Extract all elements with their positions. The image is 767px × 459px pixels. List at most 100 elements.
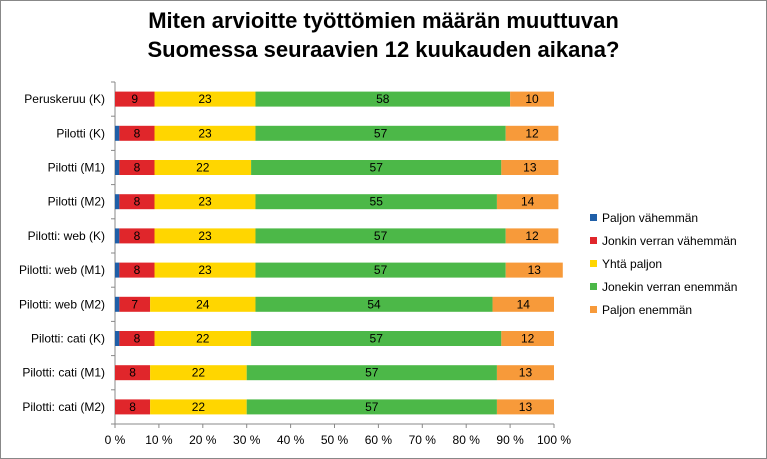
category-label: Pilotti: cati (K) bbox=[31, 332, 105, 346]
data-label: 8 bbox=[134, 161, 141, 175]
bar-segment bbox=[119, 160, 155, 175]
bar-segment bbox=[501, 160, 559, 175]
bar-segment bbox=[510, 91, 554, 107]
bar-segment bbox=[505, 125, 559, 141]
bar-segment bbox=[115, 262, 120, 278]
data-label: 22 bbox=[192, 366, 206, 380]
bar-segment bbox=[255, 194, 497, 210]
data-label: 8 bbox=[134, 195, 141, 209]
category-label: Pilotti: web (K) bbox=[28, 229, 105, 243]
bar-segment bbox=[154, 228, 256, 244]
bar-segment bbox=[154, 194, 256, 210]
bar-segment bbox=[246, 399, 497, 415]
legend-swatch bbox=[590, 283, 597, 290]
bar-segment bbox=[255, 228, 506, 244]
x-tick-label: 60 % bbox=[365, 433, 393, 447]
data-label: 8 bbox=[129, 400, 136, 414]
bar-segment bbox=[246, 365, 497, 381]
data-label: 54 bbox=[367, 297, 381, 311]
data-label: 23 bbox=[198, 126, 212, 140]
data-label: 57 bbox=[374, 126, 388, 140]
data-label: 13 bbox=[519, 366, 533, 380]
legend-swatch bbox=[590, 260, 597, 267]
bar-segment bbox=[154, 262, 256, 278]
legend-label: Paljon vähemmän bbox=[602, 210, 699, 225]
category-label: Peruskeruu (K) bbox=[24, 92, 105, 106]
bar-segment bbox=[115, 399, 151, 415]
chart-title-line-1: Miten arvioitte työttömien määrän muuttu… bbox=[148, 8, 619, 33]
x-tick-label: 40 % bbox=[277, 433, 305, 447]
bar-segment bbox=[501, 331, 554, 346]
bar-segment bbox=[154, 160, 252, 175]
bar-segment bbox=[115, 228, 120, 244]
bar-segment bbox=[496, 365, 554, 381]
legend-item: Jonkin verran vähemmän bbox=[590, 229, 762, 252]
bar-segment bbox=[255, 125, 506, 141]
data-label: 12 bbox=[525, 126, 539, 140]
data-label: 12 bbox=[521, 332, 535, 346]
legend-label: Yhtä paljon bbox=[602, 256, 663, 271]
data-label: 23 bbox=[198, 263, 212, 277]
data-label: 14 bbox=[521, 195, 535, 209]
data-label: 8 bbox=[134, 263, 141, 277]
data-label: 57 bbox=[365, 400, 379, 414]
x-tick-label: 100 % bbox=[537, 433, 571, 447]
x-tick-label: 80 % bbox=[453, 433, 481, 447]
data-label: 23 bbox=[198, 229, 212, 243]
bar-segment bbox=[251, 331, 502, 346]
data-label: 8 bbox=[129, 366, 136, 380]
data-label: 57 bbox=[374, 263, 388, 277]
data-label: 57 bbox=[370, 332, 384, 346]
data-label: 14 bbox=[517, 297, 531, 311]
bar-segment bbox=[505, 228, 559, 244]
bar-segment bbox=[496, 399, 554, 415]
bar-segment bbox=[115, 365, 151, 381]
chart-title-line-2: Suomessa seuraavien 12 kuukauden aikana? bbox=[147, 37, 620, 62]
bar-segment bbox=[154, 125, 256, 141]
bar-segment bbox=[255, 296, 493, 312]
bar-segment bbox=[115, 91, 155, 107]
bar-segment bbox=[505, 262, 563, 278]
legend-label: Jonekin verran enemmän bbox=[602, 279, 738, 294]
data-label: 58 bbox=[376, 92, 390, 106]
legend-item: Jonekin verran enemmän bbox=[590, 275, 762, 298]
data-label: 10 bbox=[525, 92, 539, 106]
x-tick-label: 90 % bbox=[496, 433, 524, 447]
bar-segment bbox=[119, 296, 151, 312]
bar-segment bbox=[154, 91, 256, 107]
data-label: 57 bbox=[374, 229, 388, 243]
legend-item: Paljon vähemmän bbox=[590, 206, 762, 229]
bar-segment bbox=[251, 160, 502, 175]
data-label: 8 bbox=[134, 332, 141, 346]
data-label: 13 bbox=[528, 263, 542, 277]
legend-label: Paljon enemmän bbox=[602, 302, 693, 317]
bar-segment bbox=[119, 262, 155, 278]
x-tick-label: 20 % bbox=[189, 433, 217, 447]
bar-segment bbox=[119, 331, 155, 346]
legend-item: Yhtä paljon bbox=[590, 252, 762, 275]
legend-item: Paljon enemmän bbox=[590, 298, 762, 321]
data-label: 8 bbox=[134, 229, 141, 243]
data-label: 12 bbox=[525, 229, 539, 243]
x-tick-label: 10 % bbox=[145, 433, 173, 447]
category-label: Pilotti (M1) bbox=[48, 161, 105, 175]
bar-segment bbox=[115, 331, 120, 346]
bar-segment bbox=[255, 91, 511, 107]
x-tick-label: 30 % bbox=[233, 433, 261, 447]
data-label: 23 bbox=[198, 195, 212, 209]
legend-swatch bbox=[590, 214, 597, 221]
data-label: 22 bbox=[192, 400, 206, 414]
category-label: Pilotti: cati (M1) bbox=[22, 366, 105, 380]
bar-segment bbox=[115, 160, 120, 175]
bar-segment bbox=[154, 331, 252, 346]
data-label: 13 bbox=[519, 400, 533, 414]
bar-segment bbox=[119, 125, 155, 141]
bar-segment bbox=[150, 365, 247, 381]
legend-swatch bbox=[590, 306, 597, 313]
bar-segment bbox=[115, 296, 120, 312]
x-tick-label: 70 % bbox=[409, 433, 437, 447]
data-label: 22 bbox=[196, 332, 210, 346]
bar-segment bbox=[492, 296, 554, 312]
bar-segment bbox=[496, 194, 559, 210]
